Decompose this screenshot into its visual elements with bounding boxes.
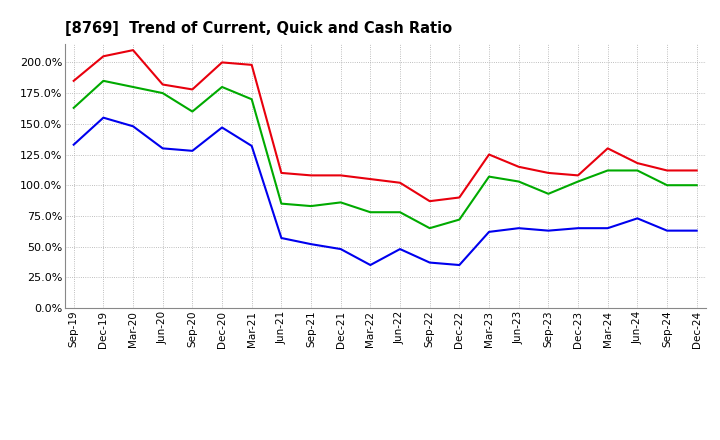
- Quick Ratio: [158, 91, 167, 96]
- Cash Ratio: [129, 124, 138, 129]
- Cash Ratio: [574, 226, 582, 231]
- Quick Ratio: [129, 84, 138, 90]
- Quick Ratio: [662, 183, 671, 188]
- Quick Ratio: [366, 209, 374, 215]
- Quick Ratio: [633, 168, 642, 173]
- Text: [8769]  Trend of Current, Quick and Cash Ratio: [8769] Trend of Current, Quick and Cash …: [65, 21, 452, 36]
- Current Ratio: [455, 195, 464, 200]
- Cash Ratio: [396, 246, 405, 252]
- Quick Ratio: [336, 200, 345, 205]
- Current Ratio: [603, 146, 612, 151]
- Cash Ratio: [366, 262, 374, 268]
- Current Ratio: [307, 173, 315, 178]
- Quick Ratio: [248, 97, 256, 102]
- Current Ratio: [485, 152, 493, 157]
- Cash Ratio: [514, 226, 523, 231]
- Current Ratio: [188, 87, 197, 92]
- Cash Ratio: [277, 235, 286, 241]
- Quick Ratio: [426, 226, 434, 231]
- Current Ratio: [248, 62, 256, 67]
- Cash Ratio: [188, 148, 197, 154]
- Current Ratio: [129, 48, 138, 53]
- Quick Ratio: [574, 179, 582, 184]
- Current Ratio: [633, 161, 642, 166]
- Current Ratio: [693, 168, 701, 173]
- Quick Ratio: [99, 78, 108, 84]
- Current Ratio: [426, 198, 434, 204]
- Cash Ratio: [69, 142, 78, 147]
- Cash Ratio: [633, 216, 642, 221]
- Line: Current Ratio: Current Ratio: [73, 50, 697, 201]
- Cash Ratio: [426, 260, 434, 265]
- Current Ratio: [69, 78, 78, 84]
- Current Ratio: [574, 173, 582, 178]
- Quick Ratio: [544, 191, 553, 196]
- Current Ratio: [277, 170, 286, 176]
- Cash Ratio: [336, 246, 345, 252]
- Quick Ratio: [693, 183, 701, 188]
- Quick Ratio: [603, 168, 612, 173]
- Quick Ratio: [217, 84, 226, 90]
- Current Ratio: [158, 82, 167, 87]
- Current Ratio: [544, 170, 553, 176]
- Current Ratio: [662, 168, 671, 173]
- Current Ratio: [336, 173, 345, 178]
- Cash Ratio: [248, 143, 256, 149]
- Quick Ratio: [188, 109, 197, 114]
- Cash Ratio: [217, 125, 226, 130]
- Line: Cash Ratio: Cash Ratio: [73, 117, 697, 265]
- Cash Ratio: [307, 242, 315, 247]
- Current Ratio: [217, 60, 226, 65]
- Line: Quick Ratio: Quick Ratio: [73, 81, 697, 228]
- Quick Ratio: [277, 201, 286, 206]
- Cash Ratio: [693, 228, 701, 233]
- Current Ratio: [514, 164, 523, 169]
- Cash Ratio: [455, 262, 464, 268]
- Current Ratio: [99, 54, 108, 59]
- Cash Ratio: [485, 229, 493, 235]
- Cash Ratio: [662, 228, 671, 233]
- Quick Ratio: [307, 203, 315, 209]
- Current Ratio: [396, 180, 405, 185]
- Cash Ratio: [158, 146, 167, 151]
- Quick Ratio: [396, 209, 405, 215]
- Cash Ratio: [603, 226, 612, 231]
- Cash Ratio: [544, 228, 553, 233]
- Quick Ratio: [514, 179, 523, 184]
- Quick Ratio: [455, 217, 464, 222]
- Current Ratio: [366, 176, 374, 182]
- Cash Ratio: [99, 115, 108, 120]
- Quick Ratio: [485, 174, 493, 179]
- Quick Ratio: [69, 105, 78, 110]
